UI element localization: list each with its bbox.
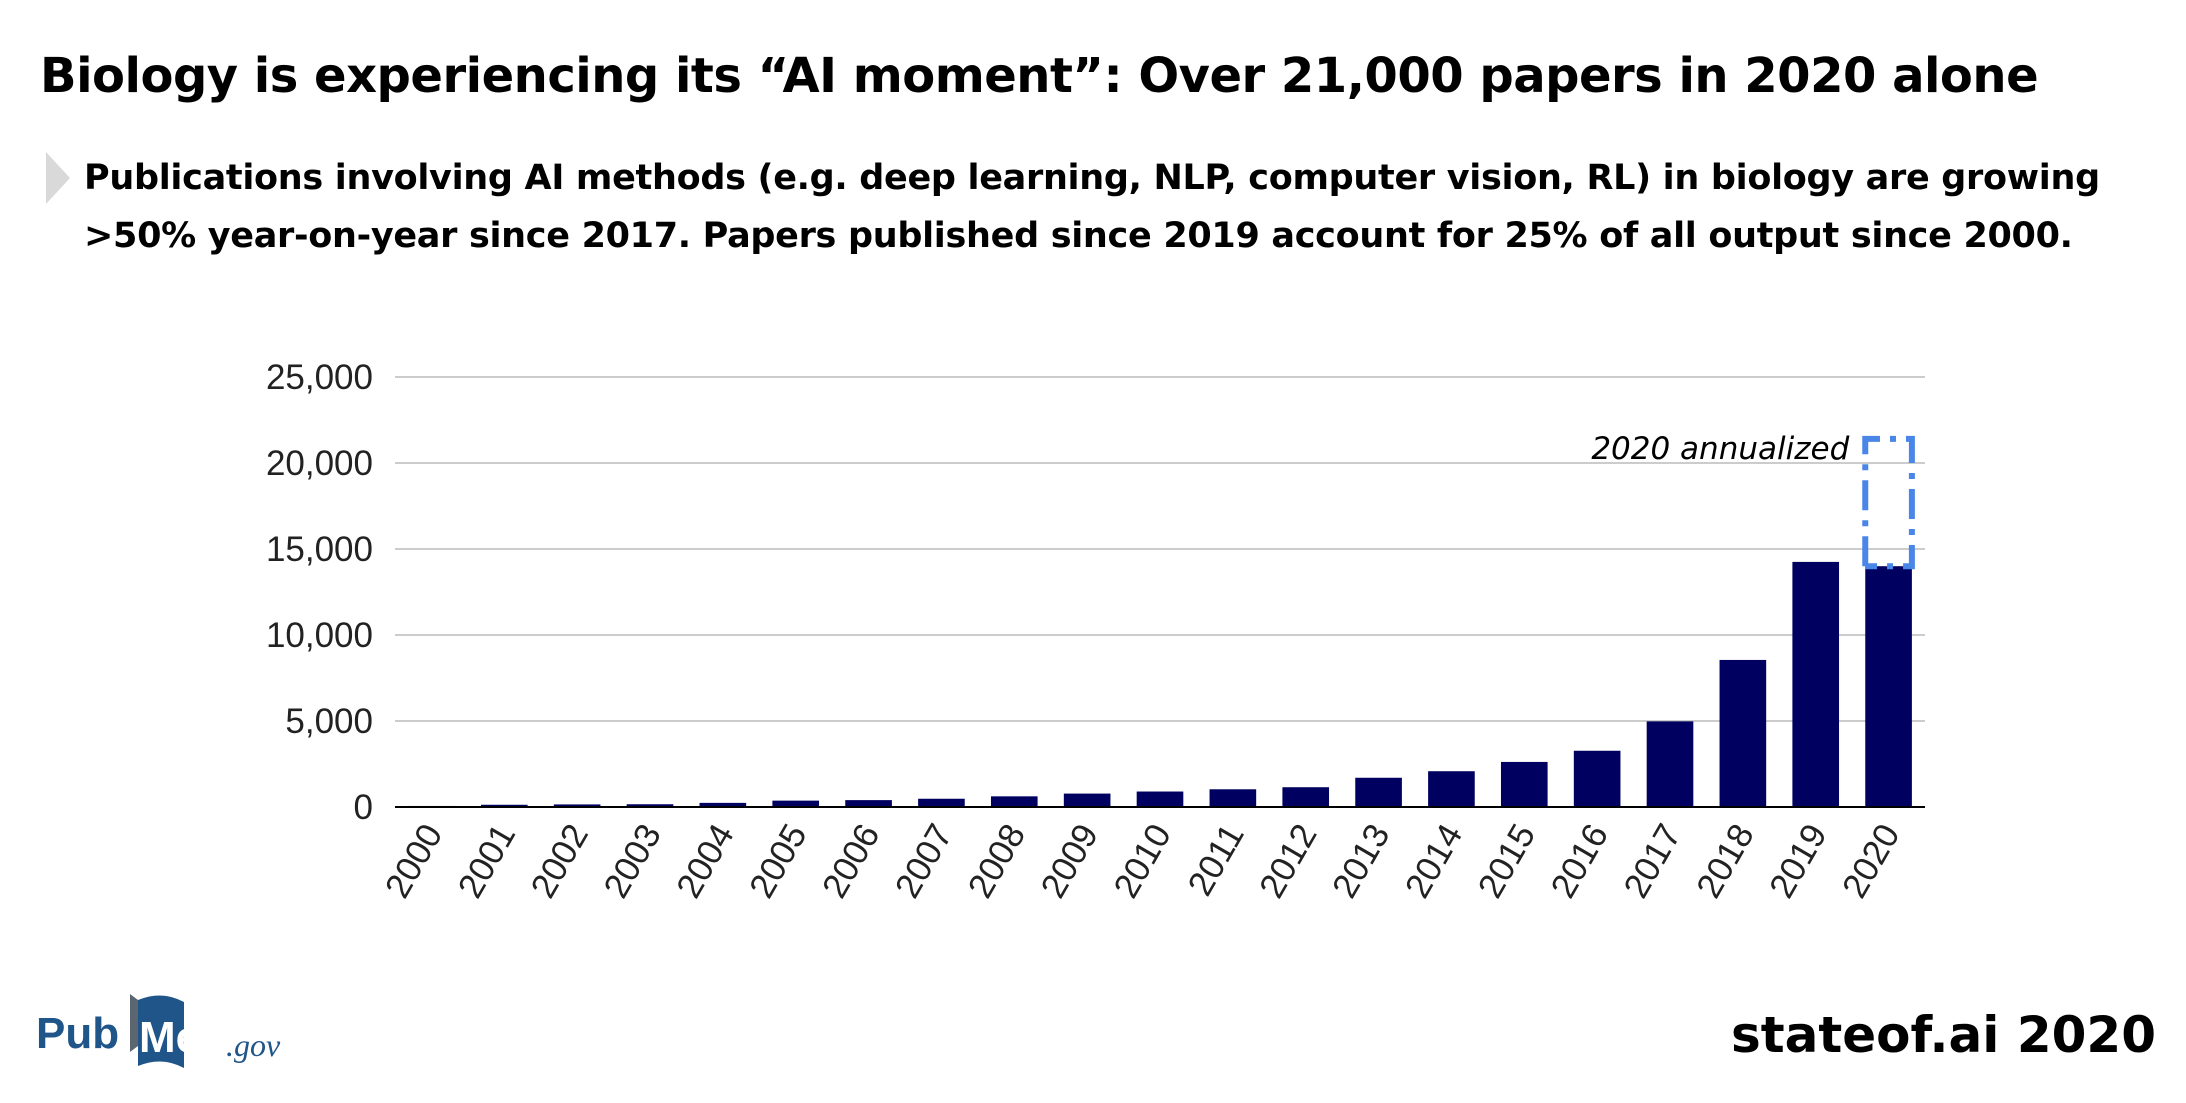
y-tick-label: 10,000: [266, 616, 373, 655]
bar-2002: [553, 804, 601, 807]
y-tick-label: 0: [354, 788, 373, 827]
bar-2020: [1865, 566, 1912, 807]
x-tick-label: 2019: [1762, 818, 1835, 905]
footer-brand: stateof.ai 2020: [1730, 1006, 2156, 1064]
pubmed-logo: Pub Med .gov: [36, 994, 281, 1068]
y-tick-label: 20,000: [266, 444, 373, 483]
bar-2012: [1282, 787, 1330, 807]
bar-2008: [990, 796, 1038, 807]
bar-2014: [1428, 771, 1475, 807]
x-tick-label: 2007: [888, 818, 961, 905]
bar-2005: [772, 800, 820, 807]
x-tick-label: 2013: [1325, 818, 1398, 905]
bar-2019: [1792, 561, 1840, 807]
x-tick-label: 2015: [1471, 818, 1544, 905]
book-icon: [130, 994, 138, 1052]
bar-2009: [1063, 793, 1111, 807]
x-tick-label: 2008: [961, 818, 1034, 905]
x-tick-label: 2020: [1835, 818, 1908, 905]
x-tick-label: 2016: [1543, 818, 1616, 905]
annualized-box: [1862, 435, 1915, 570]
subtitle-line-2: >50% year-on-year since 2017. Papers pub…: [84, 216, 2073, 256]
y-tick-label: 15,000: [266, 530, 373, 569]
bar-2001: [480, 804, 528, 807]
x-tick-label: 2000: [378, 818, 451, 905]
y-tick-labels: 0 5,000 10,000 15,000 20,000 25,000: [266, 358, 373, 827]
x-tick-label: 2005: [742, 818, 815, 905]
x-tick-label: 2010: [1106, 818, 1179, 905]
bullet-arrow-icon: [46, 152, 70, 204]
bar-2011: [1209, 789, 1257, 807]
bar-2010: [1136, 791, 1184, 807]
pubmed-logo-med: Med: [139, 1013, 227, 1062]
bar-2016: [1573, 750, 1621, 807]
x-tick-label: 2012: [1252, 818, 1325, 905]
bars: [408, 561, 1912, 807]
pubmed-logo-gov: .gov: [226, 1027, 281, 1063]
bar-2004: [699, 802, 747, 807]
page-title: Biology is experiencing its “AI moment”:…: [40, 48, 2039, 104]
gridlines: [395, 376, 1925, 722]
x-tick-label: 2004: [669, 818, 742, 905]
x-tick-label: 2018: [1689, 818, 1762, 905]
x-tick-label: 2002: [523, 818, 596, 905]
annualized-marker: 2020 annualized: [1591, 431, 1915, 570]
x-tick-label: 2003: [596, 818, 669, 905]
x-tick-label: 2009: [1033, 818, 1106, 905]
bar-2013: [1355, 777, 1402, 807]
pubmed-logo-pub: Pub: [36, 1009, 119, 1058]
bar-2006: [845, 800, 892, 807]
bar-2015: [1500, 761, 1548, 807]
subtitle-line-1: Publications involving AI methods (e.g. …: [84, 158, 2100, 198]
x-tick-label: 2006: [815, 818, 888, 905]
bar-2018: [1719, 659, 1767, 807]
bar-2007: [918, 798, 965, 807]
x-tick-label: 2014: [1398, 818, 1471, 905]
annualized-label: 2020 annualized: [1591, 431, 1849, 467]
y-tick-label: 5,000: [285, 702, 373, 741]
x-tick-label: 2011: [1180, 818, 1251, 903]
y-tick-label: 25,000: [266, 358, 373, 397]
x-tick-label: 2017: [1616, 818, 1689, 905]
bar-2003: [626, 804, 674, 807]
x-tick-labels: 2000 2001 2002 2003 2004 2005 2006 2007 2008 2009…: [378, 818, 1908, 905]
bar-2017: [1646, 721, 1694, 807]
x-tick-label: 2001: [451, 818, 524, 905]
